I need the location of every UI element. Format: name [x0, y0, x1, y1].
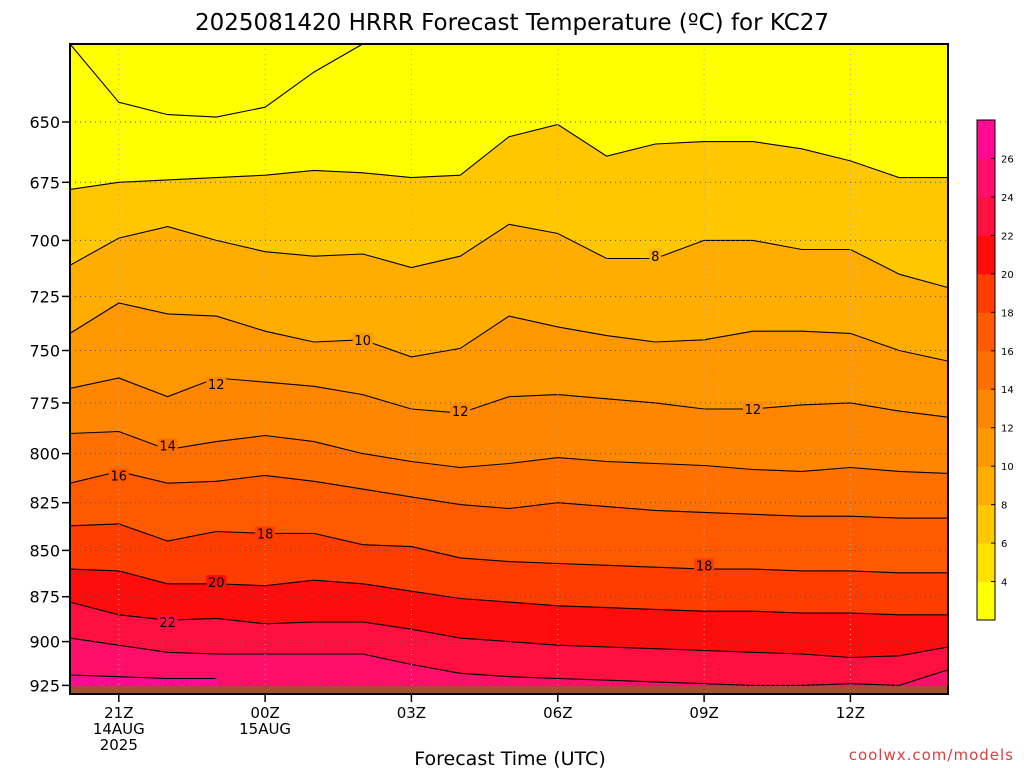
colorbar-segment: [977, 273, 995, 313]
plot-area: [70, 44, 948, 695]
contour-label-bg: [157, 438, 178, 453]
y-axis: 650 675 700 725 750 775 800 825 850 875 900 925: [29, 113, 70, 695]
surface-fill: [70, 686, 948, 694]
colorbar-label-4: 4: [1001, 578, 1007, 589]
contour-label-12: 12: [208, 378, 225, 393]
plot-frame: [69, 43, 949, 695]
colorbar-label-24: 24: [1001, 193, 1014, 204]
colorbar: 4 6 8 10 12 14 16 18 20 22 24 26: [976, 119, 1014, 621]
x-tick-label: 03Z: [397, 704, 426, 722]
x-axis-label: Forecast Time (UTC): [414, 748, 605, 768]
y-tick-label-775: 775: [29, 394, 60, 413]
contour-14: [69, 430, 949, 474]
contour-label-bg: [742, 402, 763, 416]
contour-6: [69, 123, 948, 190]
colorbar-label-16: 16: [1001, 347, 1014, 358]
contour-8: [69, 223, 949, 289]
x-tick-label: 12Z: [836, 704, 865, 722]
contour-label-12: 12: [452, 405, 469, 420]
band-24: [70, 638, 948, 694]
x-tick-label: 09Z: [689, 704, 718, 722]
y-tick-label-725: 725: [29, 287, 60, 306]
contour-label-bg: [352, 332, 373, 347]
x-tick-label: 06Z: [543, 704, 572, 722]
surface-ground: [70, 686, 948, 694]
contour-label-bg: [649, 249, 662, 264]
contour-label-18: 18: [696, 559, 713, 574]
colorbar-label-26: 26: [1001, 155, 1014, 166]
colorbar-frame: [976, 119, 996, 621]
colorbar-label-10: 10: [1001, 462, 1014, 473]
x-tick-label: 2025: [100, 736, 138, 754]
chart-title: 2025081420 HRRR Forecast Temperature (ºC…: [195, 10, 829, 36]
credit-text: coolwx.com/models: [849, 746, 1014, 764]
x-tick-label: 15AUG: [239, 720, 291, 738]
colorbar-segment: [977, 120, 995, 159]
grid-lines: [70, 44, 948, 694]
colorbar-segment: [977, 581, 995, 621]
y-tick-label-875: 875: [29, 588, 60, 607]
colorbar-segment: [977, 158, 995, 198]
y-tick-label-800: 800: [29, 445, 60, 464]
colorbar-segment: [977, 235, 995, 275]
contour-label-18: 18: [257, 527, 274, 542]
y-tick-label-925: 925: [29, 676, 60, 695]
contour-label-20: 20: [208, 576, 225, 591]
contour-label-bg: [157, 615, 178, 629]
contour-18: [69, 523, 948, 574]
colorbar-label-22: 22: [1001, 231, 1014, 242]
contour-labels: 8 10 12 12 12 14 16 18 18 20 22: [108, 249, 763, 631]
colorbar-label-18: 18: [1001, 308, 1014, 319]
colorbar-segment: [977, 196, 995, 236]
colorbar-segment: [977, 312, 995, 352]
band-dome: [70, 44, 363, 118]
contour-label-bg: [206, 575, 227, 589]
y-tick-label-700: 700: [29, 231, 60, 250]
x-tick-label: 21Z: [104, 704, 133, 722]
contour-label-22: 22: [159, 616, 176, 631]
colorbar-segment: [977, 504, 995, 544]
colorbar-segment: [977, 350, 995, 390]
y-tick-label-850: 850: [29, 541, 60, 560]
colorbar-label-6: 6: [1001, 539, 1007, 550]
contour-10: [69, 302, 949, 362]
contour-22: [69, 601, 949, 659]
colorbar-label-8: 8: [1001, 501, 1007, 512]
contour-label-bg: [255, 526, 276, 541]
colorbar-label-14: 14: [1001, 385, 1014, 396]
x-tick-label: 00Z: [250, 704, 279, 722]
contour-label-bg: [108, 468, 129, 483]
y-tick-label-650: 650: [29, 113, 60, 132]
colorbar-segment: [977, 427, 995, 467]
y-tick-label-750: 750: [29, 342, 60, 361]
x-tick-label: 14AUG: [93, 720, 145, 738]
y-tick-label-900: 900: [29, 633, 60, 652]
contour-26: [69, 674, 217, 680]
contour-24: [69, 637, 949, 686]
contour-label-bg: [206, 377, 227, 392]
y-tick-label-675: 675: [29, 173, 60, 192]
contour-label-10: 10: [354, 334, 371, 349]
contour-label-16: 16: [111, 469, 128, 484]
contour-label-bg: [694, 558, 715, 573]
colorbar-label-12: 12: [1001, 424, 1014, 435]
contour-label-bg: [450, 404, 471, 419]
contour-16: [69, 470, 948, 519]
y-tick-label-825: 825: [29, 494, 60, 513]
contour-label-14: 14: [159, 440, 176, 455]
colorbar-segment: [977, 466, 995, 506]
contour-label-8: 8: [651, 250, 659, 265]
contour-label-12: 12: [745, 403, 762, 418]
colorbar-segment: [977, 389, 995, 429]
contour-4: [69, 43, 363, 118]
colorbar-label-20: 20: [1001, 270, 1014, 281]
colorbar-segment: [977, 543, 995, 583]
